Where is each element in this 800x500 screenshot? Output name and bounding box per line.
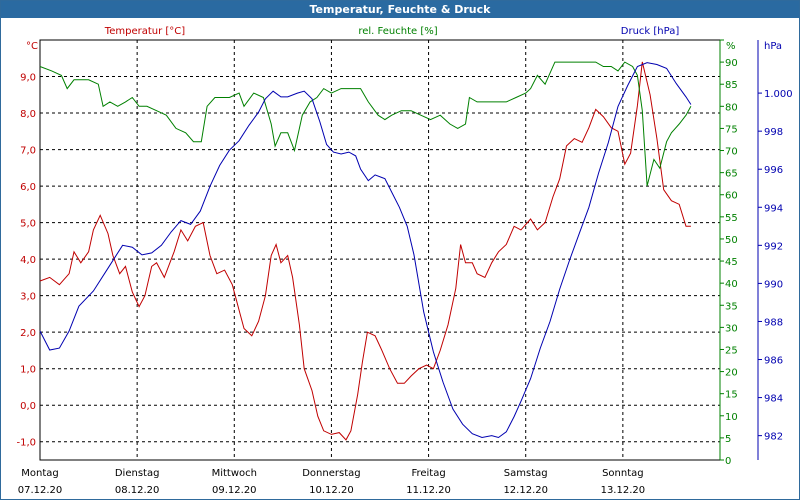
pressure-tick-label: 990 bbox=[764, 279, 783, 290]
temp-axis-title: Temperatur [°C] bbox=[104, 26, 185, 37]
temp-tick-label: 2,0 bbox=[20, 328, 36, 339]
x-tick-date: 07.12.20 bbox=[18, 485, 63, 496]
x-tick-day: Samstag bbox=[504, 468, 548, 479]
x-tick-day: Montag bbox=[21, 468, 58, 479]
x-tick-day: Mittwoch bbox=[212, 468, 257, 479]
temp-tick-label: 5,0 bbox=[20, 219, 36, 230]
pressure-tick-label: 988 bbox=[764, 317, 783, 328]
temperature-line bbox=[39, 61, 691, 441]
series bbox=[39, 61, 692, 441]
humidity-tick-label: 55 bbox=[725, 213, 738, 224]
tick-labels: -1,0 0,0 1,0 2,0 3,0 4,0 5,0 6,0 7,0 8,0 9,0 Montag… bbox=[16, 58, 792, 496]
humidity-tick-label: 10 bbox=[725, 412, 738, 423]
humidity-tick-label: 60 bbox=[725, 191, 738, 202]
pressure-axis-title: Druck [hPa] bbox=[621, 26, 680, 37]
temp-unit-label: °C bbox=[26, 41, 38, 52]
pressure-tick-label: 986 bbox=[764, 356, 783, 367]
humidity-tick-label: 25 bbox=[725, 345, 738, 356]
chart-title: Temperatur, Feuchte & Druck bbox=[309, 3, 491, 16]
x-tick-date: 10.12.20 bbox=[309, 485, 354, 496]
humidity-tick-label: 20 bbox=[725, 368, 738, 379]
humidity-tick-label: 0 bbox=[725, 456, 731, 467]
humidity-tick-label: 75 bbox=[725, 124, 738, 135]
x-tick-date: 13.12.20 bbox=[601, 485, 646, 496]
pressure-tick-label: 992 bbox=[764, 241, 783, 252]
x-tick-day: Dienstag bbox=[115, 468, 160, 479]
temp-tick-label: 3,0 bbox=[20, 292, 36, 303]
pressure-unit-label: hPa bbox=[764, 41, 782, 52]
humidity-tick-label: 85 bbox=[725, 80, 738, 91]
x-tick-day: Sonntag bbox=[602, 468, 644, 479]
humidity-axis-title: rel. Feuchte [%] bbox=[358, 26, 437, 37]
pressure-tick-label: 982 bbox=[764, 432, 783, 443]
pressure-tick-label: 994 bbox=[764, 203, 783, 214]
x-tick-date: 08.12.20 bbox=[115, 485, 160, 496]
humidity-tick-label: 80 bbox=[725, 102, 738, 113]
title-bar: Temperatur, Feuchte & Druck bbox=[1, 1, 799, 18]
x-tick-date: 11.12.20 bbox=[406, 485, 451, 496]
x-tick-date: 09.12.20 bbox=[212, 485, 257, 496]
grid bbox=[39, 39, 721, 461]
plot-area bbox=[39, 39, 721, 461]
temp-tick-label: 4,0 bbox=[20, 255, 36, 266]
temp-tick-label: 9,0 bbox=[20, 73, 36, 84]
x-tick-day: Donnerstag bbox=[302, 468, 360, 479]
pressure-line bbox=[39, 62, 692, 439]
pressure-tick-label: 998 bbox=[764, 127, 783, 138]
humidity-tick-label: 50 bbox=[725, 235, 738, 246]
temp-tick-label: -1,0 bbox=[16, 438, 36, 449]
temp-tick-label: 8,0 bbox=[20, 109, 36, 120]
humidity-line bbox=[39, 61, 692, 187]
humidity-tick-label: 65 bbox=[725, 169, 738, 180]
humidity-tick-label: 40 bbox=[725, 279, 738, 290]
humidity-tick-label: 35 bbox=[725, 301, 738, 312]
pressure-tick-label: 996 bbox=[764, 165, 783, 176]
temp-tick-label: 0,0 bbox=[20, 401, 36, 412]
humidity-tick-label: 45 bbox=[725, 257, 738, 268]
x-tick-day: Freitag bbox=[411, 468, 445, 479]
temp-tick-label: 6,0 bbox=[20, 182, 36, 193]
x-tick-date: 12.12.20 bbox=[503, 485, 548, 496]
humidity-unit-label: % bbox=[726, 41, 736, 52]
pressure-tick-label: 1.000 bbox=[764, 89, 793, 100]
humidity-tick-label: 5 bbox=[725, 434, 731, 445]
humidity-tick-label: 70 bbox=[725, 147, 738, 158]
axis-labels: Temperatur [°C] rel. Feuchte [%] Druck [… bbox=[26, 26, 782, 52]
pressure-tick-label: 984 bbox=[764, 394, 783, 405]
humidity-tick-label: 30 bbox=[725, 323, 738, 334]
temp-tick-label: 1,0 bbox=[20, 365, 36, 376]
axes bbox=[719, 39, 762, 461]
humidity-tick-label: 90 bbox=[725, 58, 738, 69]
temp-tick-label: 7,0 bbox=[20, 146, 36, 157]
humidity-tick-label: 15 bbox=[725, 390, 738, 401]
